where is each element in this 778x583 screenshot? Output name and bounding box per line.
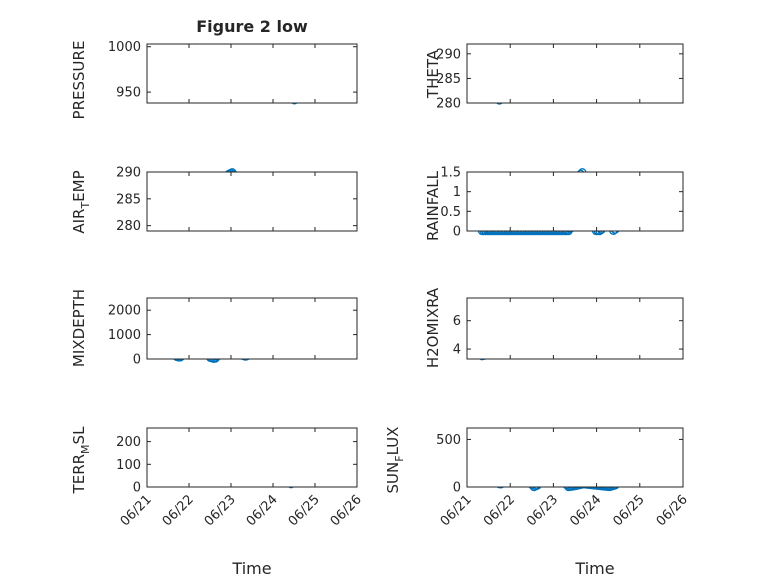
ylabel-terr-sub: M [79,444,92,454]
axes-pressure: 950 1000 [108,40,358,105]
y-tick-label: 280 [436,97,461,112]
x-tick-label: 06/26 [328,492,365,529]
y-tick-label: 200 [116,435,141,450]
ylabel-sun-sub: F [393,455,406,461]
axes-theta: 280 285 290 [436,43,684,112]
y-tick-label: 290 [436,47,461,62]
panel-h2omixra: H2OMIXRA [424,287,442,368]
ylabel-air-temp-sub: T [79,202,92,210]
axes-box [466,297,684,360]
y-tick-label: 2000 [108,304,141,319]
y-tick-label: 1.5 [440,166,461,181]
y-tick-label: 950 [116,86,141,101]
ylabel-theta: THETA [424,49,442,99]
y-tick-label: 0.5 [440,205,461,220]
axes-air-temp: 280 285 290 [116,166,358,234]
xlabel-right: Time [574,559,614,578]
ylabel-air-temp-rest: EMP [70,170,88,201]
y-tick-label: 0 [133,353,141,368]
ylabel-sun-main: SUN [384,462,402,494]
axes-rainfall: 0 0.5 1 1.5 [440,166,684,240]
y-tick-label: 290 [116,166,141,181]
axes-box [146,427,358,488]
x-tick-label: 06/22 [160,492,197,529]
y-tick-label: 100 [116,458,141,473]
panel-rainfall: RAINFALL [424,170,442,241]
panel-terr-msl: TERRMSL Time [70,426,272,578]
axes-mixdepth: 0 1000 2000 [108,297,358,368]
axes-terr-msl: 0 100 200 06/21 06/22 06/23 06/24 06/25 06/26 [116,427,365,529]
axes-box [146,171,358,232]
ylabel-mixdepth: MIXDEPTH [70,289,88,367]
ylabel-pressure: PRESSURE [70,41,88,120]
axes-box [466,427,684,488]
x-tick-label: 06/25 [286,492,323,529]
y-tick-label: 0 [133,481,141,496]
x-tick-label: 06/24 [567,492,604,529]
y-tick-label: 0 [453,225,461,240]
panel-mixdepth: MIXDEPTH [70,289,88,367]
x-tick-label: 06/26 [654,492,691,529]
y-tick-label: 500 [436,433,461,448]
ylabel-air-temp-main: AIR [70,209,88,234]
x-tick-label: 06/22 [481,492,518,529]
ylabel-terr-rest: SL [70,426,88,445]
x-tick-label: 06/23 [524,492,561,529]
panel-air-temp: AIRTEMP [70,170,92,233]
ylabel-h2omixra: H2OMIXRA [424,287,442,368]
figure-title: Figure 2 low [196,17,308,36]
y-tick-label: 1 [453,185,461,200]
ylabel-terr-msl: TERRMSL [70,426,92,495]
axes-box [466,43,684,104]
axes-sun-flux: 0 500 06/21 06/22 06/23 06/24 06/25 06/26 [436,427,691,529]
x-tick-label: 06/21 [438,492,475,529]
x-tick-label: 06/23 [202,492,239,529]
y-tick-label: 6 [453,314,461,329]
y-tick-label: 280 [116,219,141,234]
axes-box [466,171,684,232]
panel-pressure: Figure 2 low PRESSURE [70,17,308,119]
y-tick-label: 0 [453,481,461,496]
y-tick-label: 1000 [108,328,141,343]
ylabel-sun-rest: LUX [384,427,402,456]
ylabel-air-temp: AIRTEMP [70,170,92,233]
x-tick-label: 06/24 [244,492,281,529]
xlabel-left: Time [231,559,271,578]
y-tick-label: 285 [116,192,141,207]
y-tick-label: 285 [436,72,461,87]
axes-h2omixra: 46 [453,297,684,361]
x-tick-label: 06/25 [611,492,648,529]
ylabel-rainfall: RAINFALL [424,170,442,241]
y-tick-label: 4 [453,343,461,358]
panel-theta: THETA [424,49,442,99]
y-tick-label: 1000 [108,40,141,55]
x-tick-label: 06/21 [118,492,155,529]
ylabel-sun-flux: SUNFLUX [384,427,406,494]
panel-sun-flux: SUNFLUX Time [384,427,615,578]
axes-box [146,297,358,360]
axes-box [146,43,358,104]
ylabel-terr-main: TERR [70,454,88,495]
